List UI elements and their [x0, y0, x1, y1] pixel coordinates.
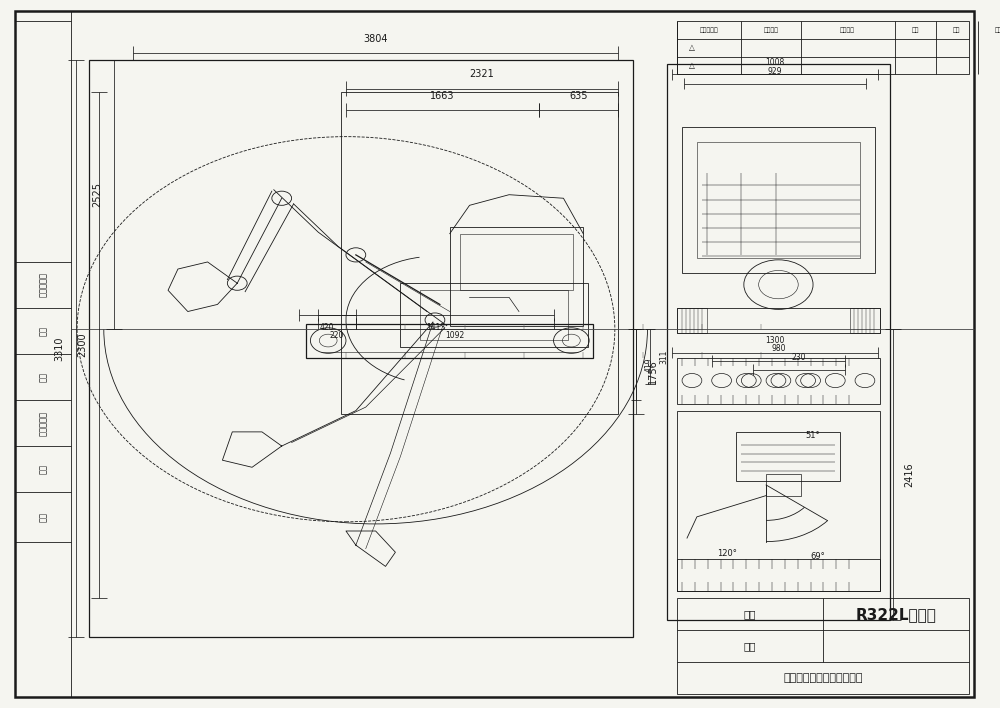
Text: 69°: 69° — [811, 552, 825, 561]
Bar — [697, 142, 860, 258]
Text: 1663: 1663 — [430, 91, 455, 101]
Text: 2300: 2300 — [77, 333, 87, 358]
Text: 山东立派机械集团有限公司: 山东立派机械集团有限公司 — [783, 673, 863, 683]
Text: 名称: 名称 — [744, 609, 756, 620]
Text: 借用件登记: 借用件登记 — [38, 273, 47, 297]
Bar — [341, 92, 618, 414]
Text: 1092: 1092 — [445, 331, 464, 341]
Text: 校核: 校核 — [38, 372, 47, 382]
Text: 绘图: 绘图 — [38, 326, 47, 336]
Text: 版本及变更: 版本及变更 — [700, 28, 719, 33]
Bar — [667, 64, 890, 620]
Text: 2416: 2416 — [904, 462, 914, 486]
Text: 图号: 图号 — [744, 641, 756, 651]
Text: 311: 311 — [659, 349, 668, 364]
Text: 420: 420 — [320, 323, 334, 332]
Bar — [677, 21, 969, 74]
Text: △: △ — [689, 43, 695, 52]
Bar — [89, 60, 633, 637]
Bar — [677, 308, 707, 333]
Text: 2525: 2525 — [92, 182, 102, 207]
Text: 635: 635 — [569, 91, 588, 101]
Bar — [850, 308, 880, 333]
Text: 批准: 批准 — [995, 28, 1000, 33]
Text: 929: 929 — [768, 67, 782, 76]
Bar — [420, 290, 568, 340]
Text: 51°: 51° — [806, 431, 820, 440]
Text: 120°: 120° — [717, 549, 736, 558]
Text: 2321: 2321 — [470, 69, 494, 79]
Bar — [677, 598, 969, 694]
Text: 3310: 3310 — [54, 336, 64, 361]
Text: 230: 230 — [792, 353, 806, 362]
Text: 底图图巟号: 底图图巟号 — [38, 411, 47, 435]
Bar — [450, 227, 583, 326]
Bar — [400, 283, 588, 347]
Bar — [766, 474, 801, 496]
Bar — [306, 324, 593, 358]
Text: 1008: 1008 — [765, 57, 785, 67]
Text: 1300: 1300 — [765, 336, 785, 345]
Text: 负责: 负责 — [912, 28, 919, 33]
Bar — [677, 559, 880, 591]
Text: 变更日期: 变更日期 — [764, 28, 779, 33]
Bar — [460, 234, 573, 290]
Text: 419: 419 — [645, 358, 654, 372]
Text: 220: 220 — [330, 331, 344, 341]
Text: 签字: 签字 — [38, 464, 47, 474]
Bar — [677, 411, 880, 591]
Bar — [682, 127, 875, 273]
Text: 1756: 1756 — [647, 360, 657, 384]
Bar — [736, 432, 840, 481]
Text: 变更原因: 变更原因 — [840, 28, 855, 33]
Text: △: △ — [689, 61, 695, 70]
Text: 1413: 1413 — [426, 323, 446, 332]
Text: 审核: 审核 — [953, 28, 961, 33]
Bar — [677, 358, 880, 404]
Text: 980: 980 — [771, 344, 786, 353]
Text: R322L包络图: R322L包络图 — [855, 607, 936, 622]
Bar — [677, 308, 880, 333]
Text: 日期: 日期 — [38, 512, 47, 522]
Text: 3804: 3804 — [363, 34, 388, 44]
